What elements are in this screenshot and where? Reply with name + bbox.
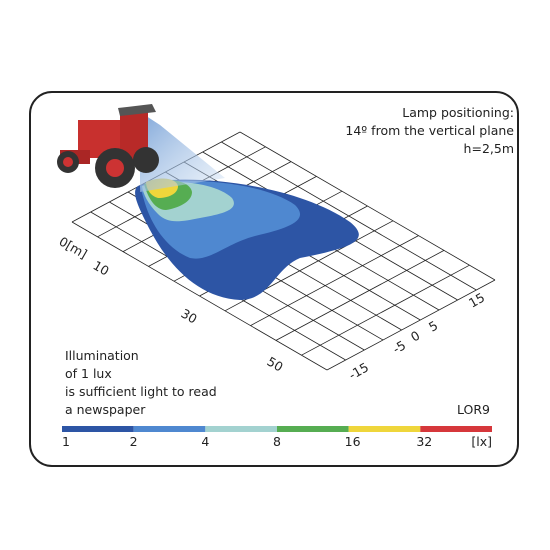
- info-text: of 1 lux: [65, 366, 112, 381]
- light-beam: [140, 112, 225, 192]
- tractor: [57, 104, 159, 188]
- lamp-note: h=2,5m: [464, 141, 514, 156]
- lamp-note: 14º from the vertical plane: [345, 123, 514, 138]
- lateral-label: 15: [466, 290, 487, 311]
- distance-label: 50: [265, 354, 286, 375]
- scale-segment: [133, 426, 206, 432]
- grid-line: [71, 221, 328, 371]
- info-text: a newspaper: [65, 402, 146, 417]
- grid-line: [326, 279, 496, 371]
- scale-segment: [205, 426, 277, 432]
- scale-segment: [277, 426, 349, 432]
- scale-segment: [62, 426, 134, 432]
- scale-label: 1: [62, 434, 70, 449]
- info-text: is sufficient light to read: [65, 384, 217, 399]
- distance-label: 30: [179, 306, 200, 327]
- grid-line: [250, 235, 419, 326]
- lamp-note: Lamp positioning:: [402, 105, 514, 120]
- grid-line: [301, 264, 470, 356]
- scale-unit: [lx]: [471, 434, 492, 449]
- scale-label: 32: [416, 434, 432, 449]
- scale-label: 4: [201, 434, 209, 449]
- scale-segment: [348, 426, 421, 432]
- grid-line: [221, 141, 477, 291]
- color-scale: 1 2 4 8 16 32 [lx]: [62, 426, 492, 449]
- scale-label: 16: [345, 434, 361, 449]
- scale-label: 2: [130, 434, 138, 449]
- info-text: Illumination: [65, 348, 139, 363]
- model: LOR9: [457, 402, 490, 417]
- grid-line: [239, 131, 496, 281]
- distance-label: 10: [91, 258, 112, 279]
- scale-segment: [420, 426, 492, 432]
- grid-line: [275, 250, 445, 341]
- scale-label: 8: [273, 434, 281, 449]
